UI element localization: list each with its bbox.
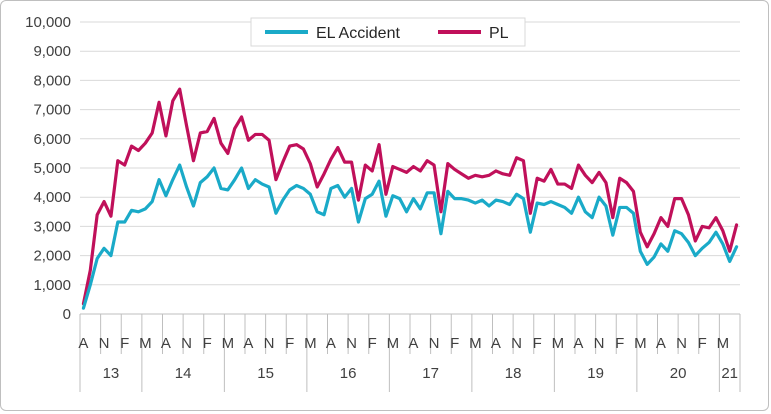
x-month-label: A (78, 335, 88, 352)
x-month-label: N (594, 335, 605, 352)
x-month-label: F (450, 335, 459, 352)
y-tick-label: 5,000 (33, 160, 71, 177)
x-month-label: A (656, 335, 666, 352)
y-axis: 0 1,000 2,000 3,000 4,000 5,000 6,000 7,000 8,00… (25, 14, 71, 323)
y-tick-label: 9,000 (33, 43, 71, 60)
x-axis: A N F M A N F M A N F M A N F M A N F M A N F M A N F M A N F M13 14 15 16… (78, 313, 741, 392)
x-month-label: A (243, 335, 253, 352)
x-month-label: A (326, 335, 336, 352)
x-year-label: 13 (103, 365, 120, 382)
x-month-label: N (676, 335, 687, 352)
x-month-label: F (615, 335, 624, 352)
x-month-label: F (120, 335, 129, 352)
x-month-label: N (429, 335, 440, 352)
x-year-label: 16 (340, 365, 357, 382)
series-lines (81, 87, 739, 310)
x-year-label: 17 (422, 365, 439, 382)
x-month-label: N (99, 335, 110, 352)
x-month-label: N (264, 335, 275, 352)
x-month-label: A (491, 335, 501, 352)
x-month-label: M (717, 335, 730, 352)
x-year-label: 15 (257, 365, 274, 382)
y-tick-label: 8,000 (33, 72, 71, 89)
grid-lines (80, 21, 740, 286)
x-month-label: F (368, 335, 377, 352)
y-tick-label: 6,000 (33, 131, 71, 148)
legend-label-el-accident: EL Accident (316, 25, 400, 42)
legend: EL Accident PL (250, 17, 526, 47)
x-month-label: F (285, 335, 294, 352)
x-month-label: M (552, 335, 565, 352)
x-year-label: 19 (587, 365, 604, 382)
y-tick-label: 1,000 (33, 277, 71, 294)
x-month-label: N (511, 335, 522, 352)
x-year-label: 14 (175, 365, 192, 382)
y-tick-label: 7,000 (33, 102, 71, 119)
x-month-label: N (346, 335, 357, 352)
x-month-label: M (222, 335, 235, 352)
x-month-label: A (573, 335, 583, 352)
x-year-label: 21 (721, 365, 738, 382)
y-tick-label: 4,000 (33, 189, 71, 206)
x-month-label: M (139, 335, 152, 352)
x-month-label: A (161, 335, 171, 352)
x-month-label: A (408, 335, 418, 352)
y-tick-label: 2,000 (33, 248, 71, 265)
x-month-label: M (634, 335, 647, 352)
y-tick-label: 10,000 (25, 14, 71, 31)
x-month-label: N (181, 335, 192, 352)
x-month-label: F (203, 335, 212, 352)
x-month-label: F (698, 335, 707, 352)
x-month-label: F (533, 335, 542, 352)
x-year-label: 20 (670, 365, 687, 382)
y-tick-label: 0 (63, 306, 71, 323)
x-month-label: M (304, 335, 317, 352)
y-tick-label: 3,000 (33, 218, 71, 235)
x-month-label: M (469, 335, 482, 352)
series-line-pl (81, 87, 739, 306)
x-month-label: M (387, 335, 400, 352)
series-line-el-accident (81, 163, 739, 310)
x-year-label: 18 (505, 365, 522, 382)
legend-label-pl: PL (489, 25, 509, 42)
